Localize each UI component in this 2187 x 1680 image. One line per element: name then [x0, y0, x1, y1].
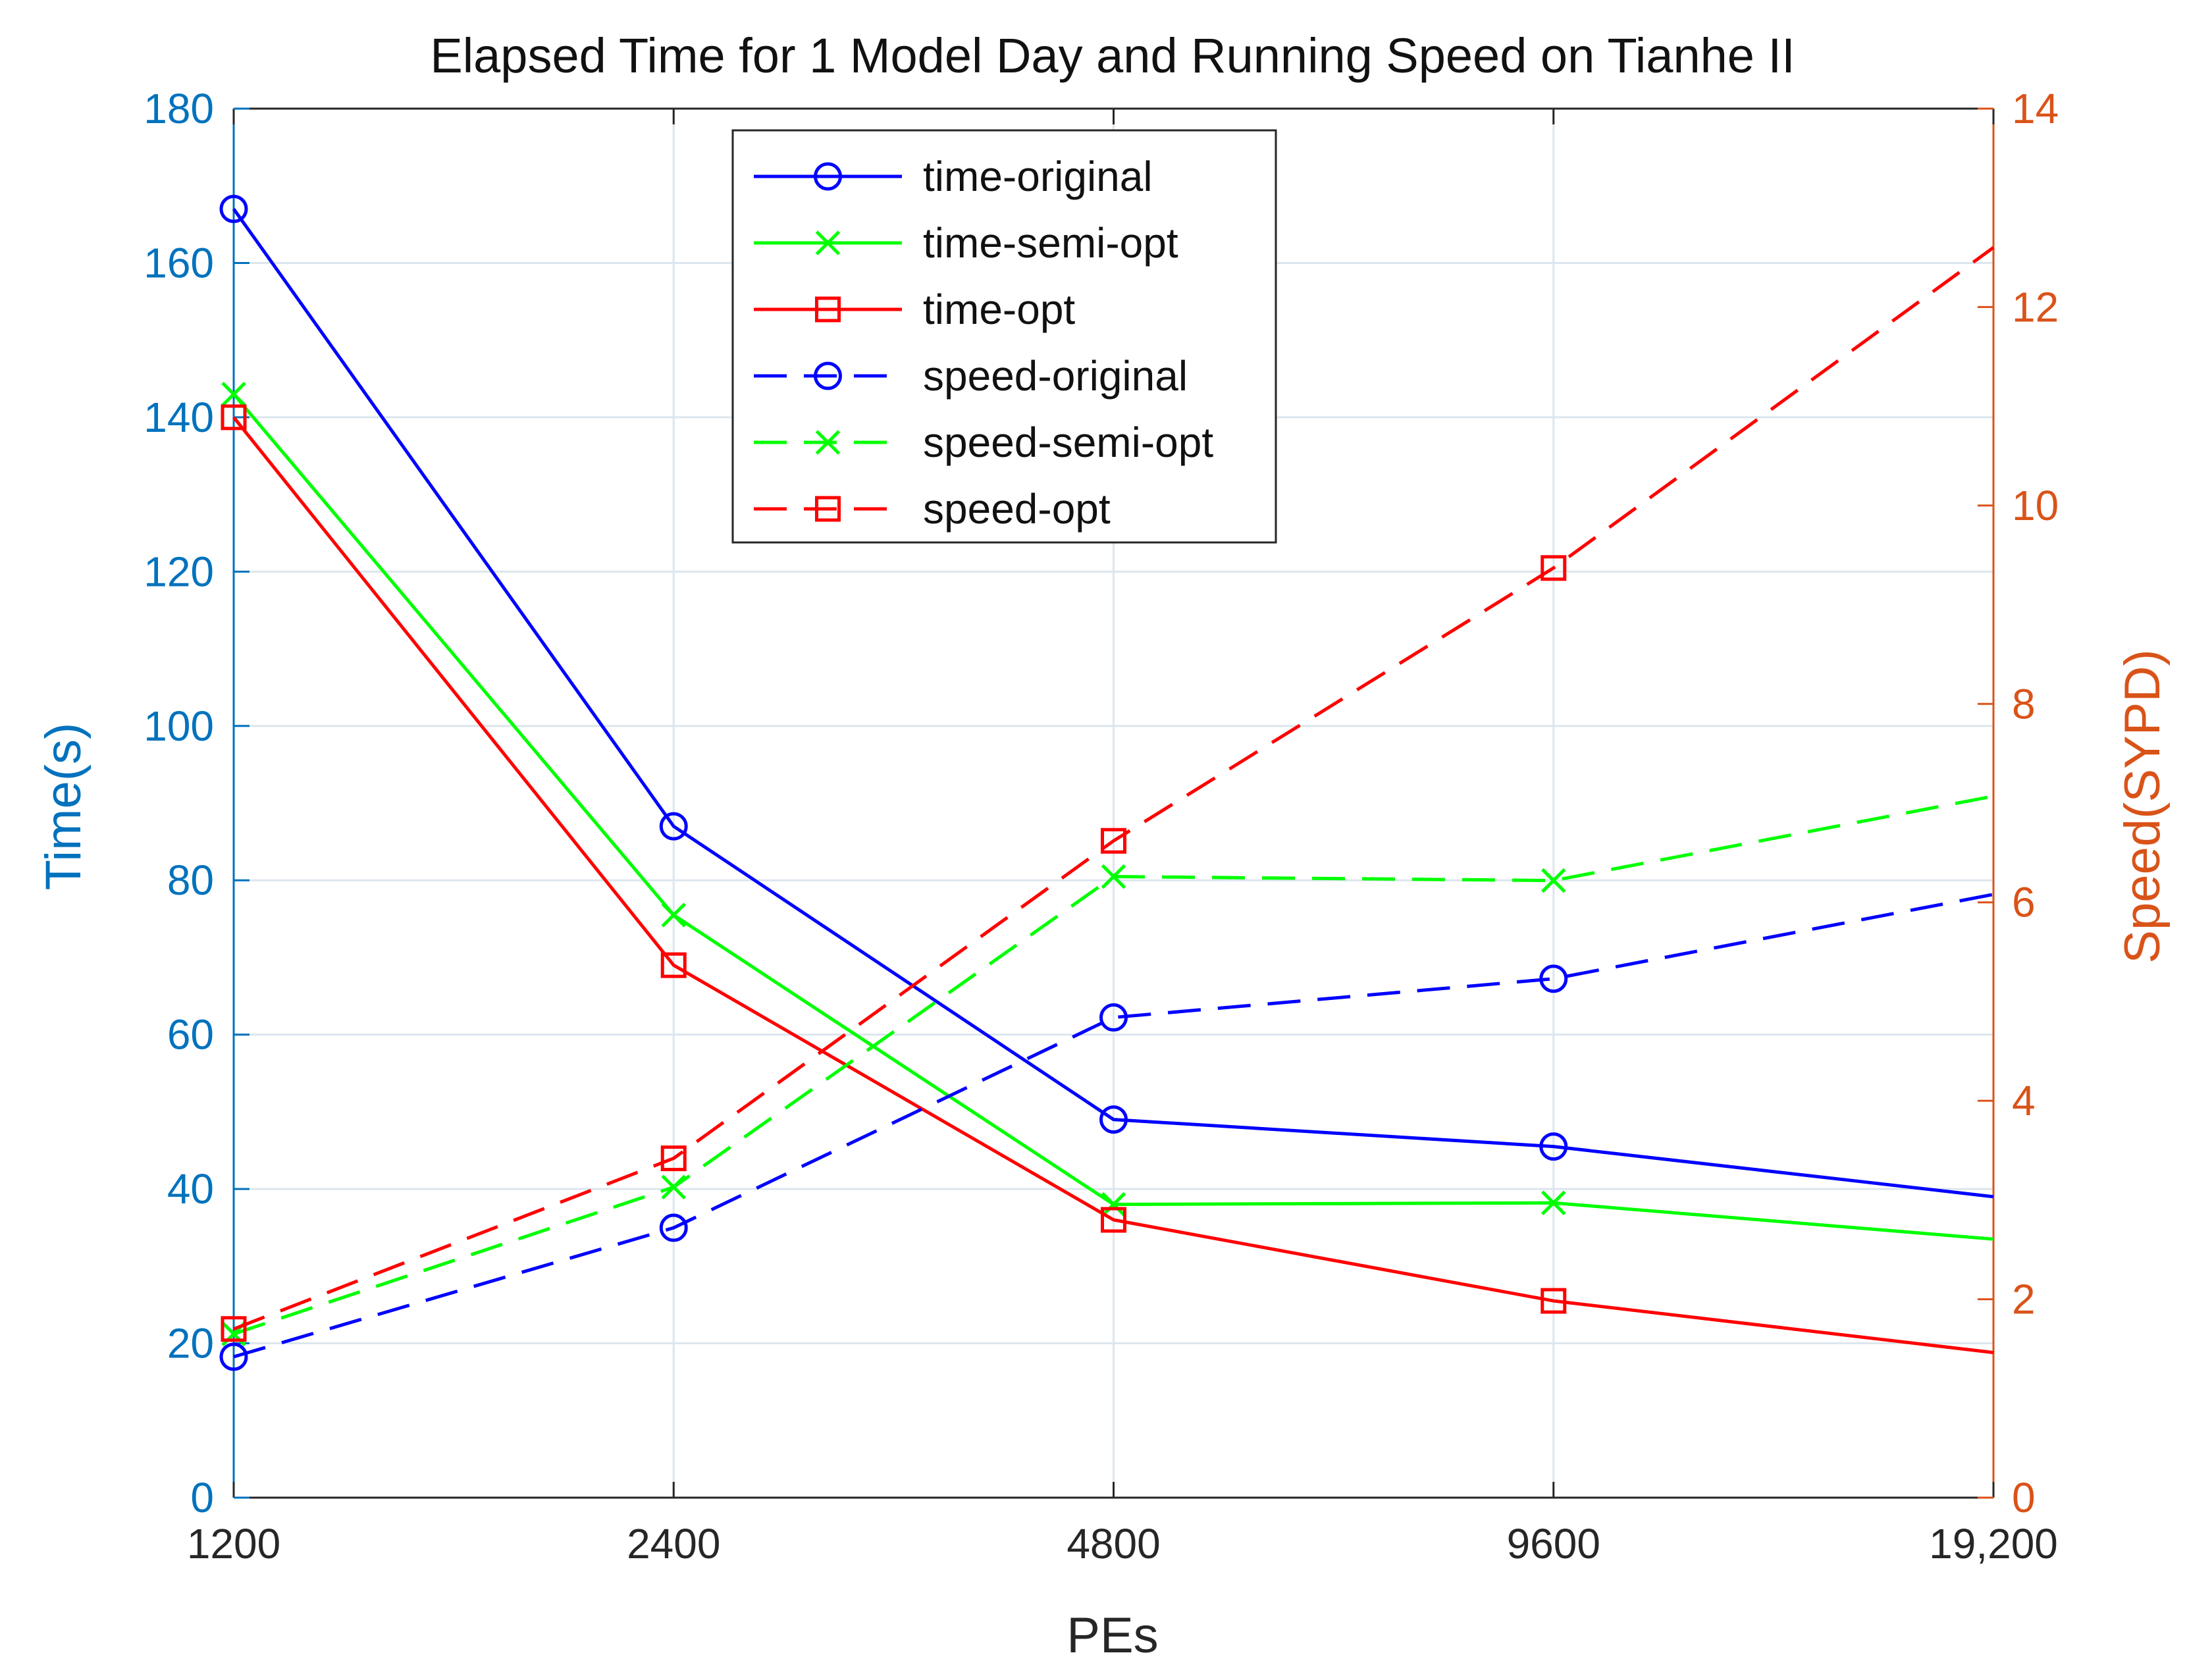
legend: time-original time-semi-opt time-opt speed-…: [731, 129, 1277, 544]
legend-marker: [815, 296, 841, 323]
y-tick-label-left: 100: [144, 702, 214, 750]
point-time-opt: [1541, 1288, 1567, 1314]
y-tick-label-right: 10: [2012, 482, 2059, 529]
point-time-opt: [1101, 1207, 1126, 1233]
y-tick-label-left: 120: [144, 548, 214, 595]
y-tick-label-left: 0: [190, 1474, 214, 1521]
y-axis-label-left: Time(s): [36, 723, 92, 891]
x-axis-label: PEs: [1067, 1608, 1158, 1664]
point-time-semi-opt: [221, 381, 246, 407]
x-tick-label: 19,200: [1929, 1520, 2058, 1567]
point-time-opt: [660, 952, 687, 978]
point-speed-original: [659, 1213, 688, 1242]
point-speed-original: [1539, 964, 1568, 993]
point-speed-semi-opt: [1101, 864, 1126, 889]
legend-item-speed-original: speed-original: [754, 352, 1188, 400]
series-time-semi-opt: [221, 381, 1994, 1241]
y-tick-label-left: 60: [167, 1011, 214, 1059]
legend-marker: [814, 162, 842, 191]
legend-item-speed-opt: speed-opt: [754, 485, 1111, 533]
chart-title: Elapsed Time for 1 Model Day and Running…: [430, 28, 1795, 83]
y-tick-label-right: 0: [2012, 1474, 2036, 1521]
legend-marker: [814, 361, 842, 390]
line-time-original: [232, 207, 1994, 1199]
point-speed-semi-opt: [661, 1174, 687, 1200]
point-time-original: [219, 194, 248, 223]
legend-items: time-original time-semi-opt time-opt speed-…: [754, 153, 1213, 533]
point-time-semi-opt: [1541, 1190, 1566, 1215]
legend-label: time-original: [923, 153, 1153, 200]
y-tick-label-left: 80: [167, 856, 214, 904]
y-tick-label-left: 160: [144, 239, 214, 286]
x-tick-label: 2400: [627, 1520, 720, 1567]
series-speed-semi-opt: [221, 794, 1994, 1347]
x-tick-label: 9600: [1507, 1520, 1600, 1567]
legend-label: speed-semi-opt: [923, 419, 1213, 466]
y-tick-label-right: 6: [2012, 879, 2036, 926]
point-speed-opt: [1101, 827, 1126, 854]
legend-item-time-semi-opt: time-semi-opt: [754, 219, 1178, 267]
point-time-semi-opt: [1101, 1192, 1126, 1217]
line-speed-opt: [233, 246, 1995, 1331]
point-speed-original: [1099, 1003, 1128, 1032]
series-speed-opt: [221, 246, 1995, 1342]
legend-marker: [815, 230, 841, 255]
point-speed-opt: [1541, 555, 1567, 581]
y-tick-label-left: 180: [144, 85, 214, 132]
legend-box: [731, 129, 1277, 544]
ticks: 1200 2400 4800 9600 19,200020406080100120140…: [144, 85, 2059, 1567]
point-time-opt: [221, 404, 247, 431]
legend-label: time-semi-opt: [923, 219, 1178, 267]
series-time-original: [219, 194, 1994, 1199]
series-time-opt: [221, 404, 1994, 1355]
series-speed-original: [219, 893, 1994, 1371]
y-axis-label-right: Speed(SYPD): [2115, 649, 2171, 963]
legend-label: time-opt: [923, 286, 1075, 333]
y-tick-label-right: 2: [2012, 1276, 2036, 1323]
line-speed-original: [233, 893, 1994, 1359]
legend-marker: [815, 496, 841, 522]
y-tick-label-right: 8: [2012, 680, 2036, 727]
x-tick-label: 4800: [1067, 1520, 1160, 1567]
point-speed-opt: [221, 1316, 247, 1342]
y-tick-label-left: 20: [167, 1320, 214, 1367]
point-time-original: [1099, 1105, 1128, 1134]
line-time-opt: [232, 416, 1994, 1355]
y-tick-label-right: 14: [2012, 85, 2059, 132]
legend-label: speed-original: [923, 352, 1188, 400]
point-time-original: [1539, 1132, 1568, 1161]
legend-item-time-opt: time-opt: [754, 286, 1075, 333]
y-tick-label-left: 40: [167, 1165, 214, 1213]
legend-marker: [815, 430, 841, 455]
point-speed-opt: [660, 1145, 687, 1172]
series-lines: [219, 194, 1995, 1371]
y-tick-label-left: 140: [144, 394, 214, 441]
legend-label: speed-opt: [923, 485, 1111, 533]
x-tick-label: 1200: [187, 1520, 280, 1567]
y-tick-label-right: 12: [2012, 283, 2059, 330]
point-speed-original: [219, 1342, 248, 1371]
legend-item-speed-semi-opt: speed-semi-opt: [754, 419, 1213, 466]
point-time-original: [659, 812, 688, 841]
point-speed-semi-opt: [1541, 868, 1566, 893]
y-tick-label-right: 4: [2012, 1077, 2036, 1124]
legend-item-time-original: time-original: [754, 153, 1153, 200]
point-time-semi-opt: [661, 903, 687, 928]
